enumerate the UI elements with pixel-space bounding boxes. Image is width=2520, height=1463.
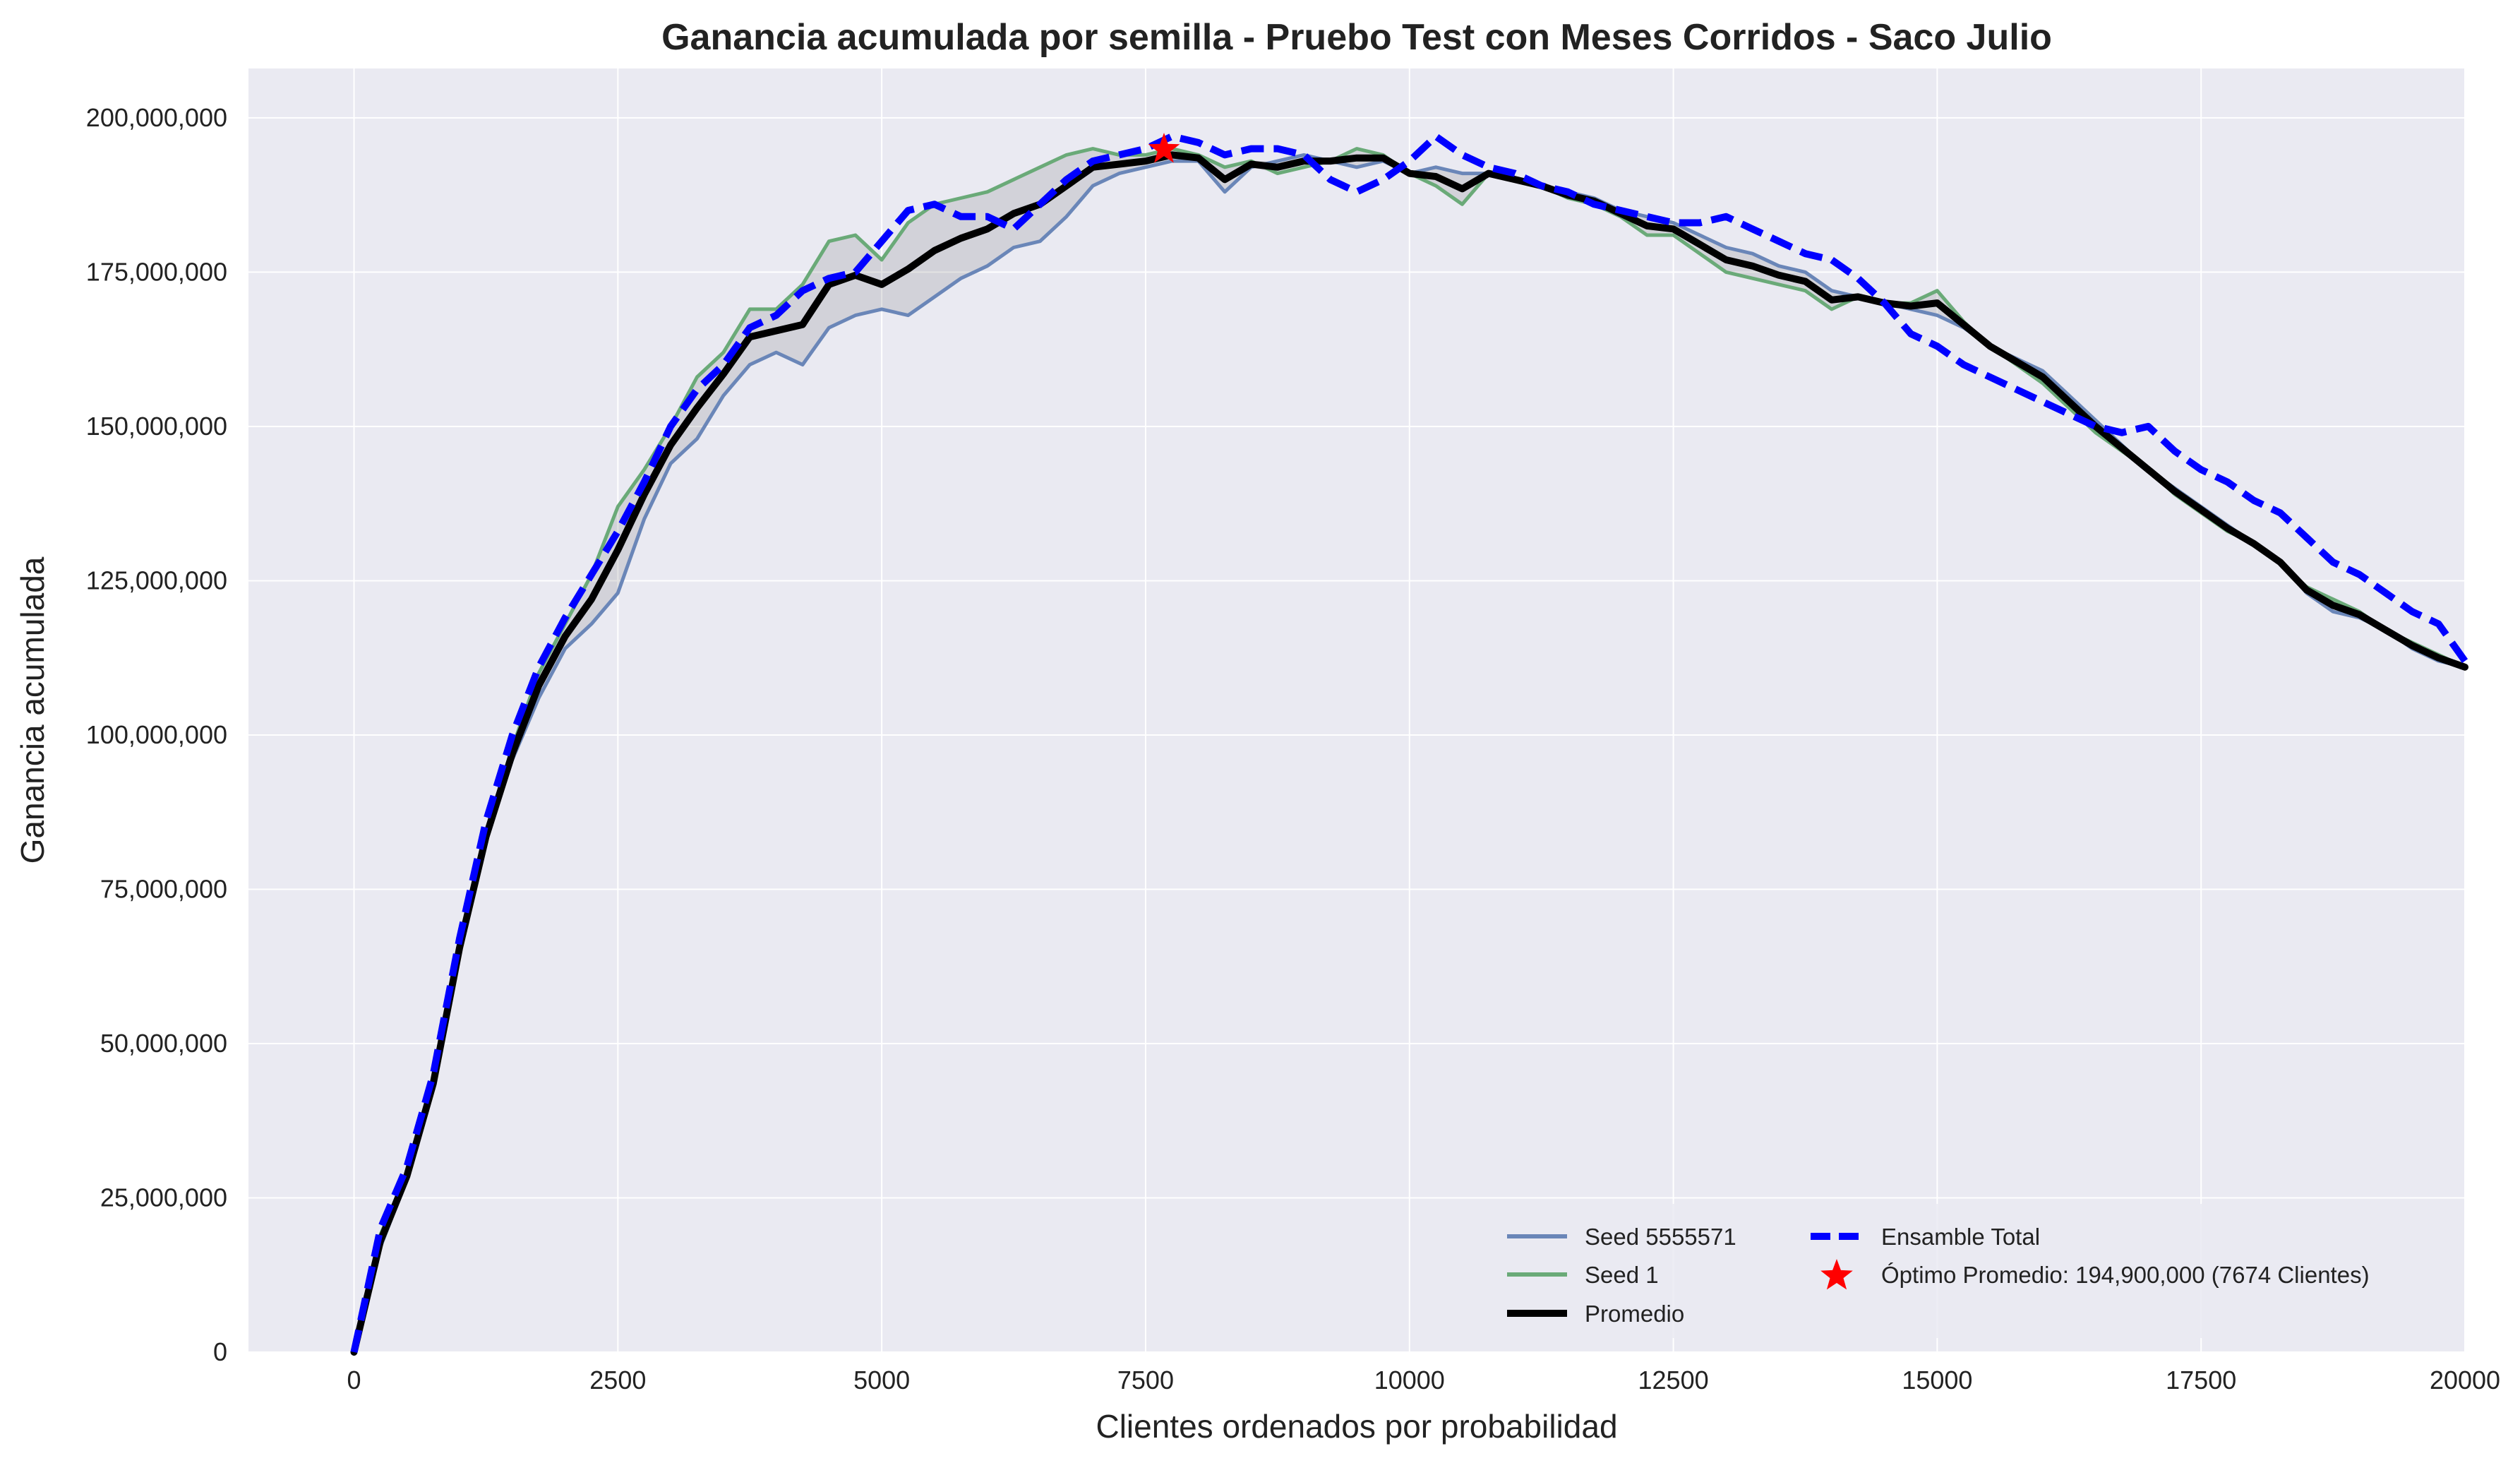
y-tick-label: 125,000,000 xyxy=(86,566,227,595)
y-tick-label: 25,000,000 xyxy=(100,1183,227,1212)
plot-area xyxy=(248,68,2465,1352)
x-tick-label: 7500 xyxy=(1117,1366,1174,1395)
legend-label-seed-5555571: Seed 5555571 xyxy=(1585,1224,1736,1250)
x-ticks: 0 2500 5000 7500 10000 12500 15000 17500 20000 xyxy=(347,1366,2501,1395)
legend: Seed 5555571 Seed 1 Promedio Ensamble To… xyxy=(1489,1204,2456,1338)
y-tick-label: 0 xyxy=(213,1337,227,1366)
grid xyxy=(248,68,2466,1353)
legend-star-icon xyxy=(1820,1259,1853,1290)
y-tick-label: 175,000,000 xyxy=(86,257,227,286)
y-axis-title: Ganancia acumulada xyxy=(14,556,51,864)
legend-label-optimo-promedio: Óptimo Promedio: 194,900,000 (7674 Clien… xyxy=(1881,1262,2370,1288)
series-lines xyxy=(350,133,2468,1356)
series-line-ensamble-total xyxy=(350,133,2468,1354)
x-tick-label: 5000 xyxy=(853,1366,910,1395)
x-tick-label: 17500 xyxy=(2166,1366,2236,1395)
legend-box xyxy=(1489,1204,2456,1338)
x-tick-label: 20000 xyxy=(2430,1366,2500,1395)
x-tick-label: 10000 xyxy=(1374,1366,1445,1395)
y-tick-label: 150,000,000 xyxy=(86,412,227,441)
y-ticks: 0 25,000,000 50,000,000 75,000,000 100,000,0… xyxy=(86,103,227,1366)
series-line-promedio xyxy=(350,151,2468,1356)
legend-label-ensamble-total: Ensamble Total xyxy=(1881,1224,2040,1250)
chart-title: Ganancia acumulada por semilla - Pruebo … xyxy=(661,17,2052,58)
x-tick-label: 12500 xyxy=(1638,1366,1709,1395)
optimum-star-icon xyxy=(1148,133,1180,163)
y-tick-label: 200,000,000 xyxy=(86,103,227,132)
y-tick-label: 75,000,000 xyxy=(100,874,227,903)
x-tick-label: 2500 xyxy=(589,1366,646,1395)
x-tick-label: 0 xyxy=(347,1366,361,1395)
legend-label-seed-1: Seed 1 xyxy=(1585,1262,1659,1288)
y-tick-label: 100,000,000 xyxy=(86,720,227,749)
x-tick-label: 15000 xyxy=(1902,1366,1972,1395)
legend-label-promedio: Promedio xyxy=(1585,1301,1684,1327)
optimum-marker-layer xyxy=(1148,133,1180,163)
y-tick-label: 50,000,000 xyxy=(100,1029,227,1058)
x-axis-title: Clientes ordenados por probabilidad xyxy=(1096,1408,1617,1445)
